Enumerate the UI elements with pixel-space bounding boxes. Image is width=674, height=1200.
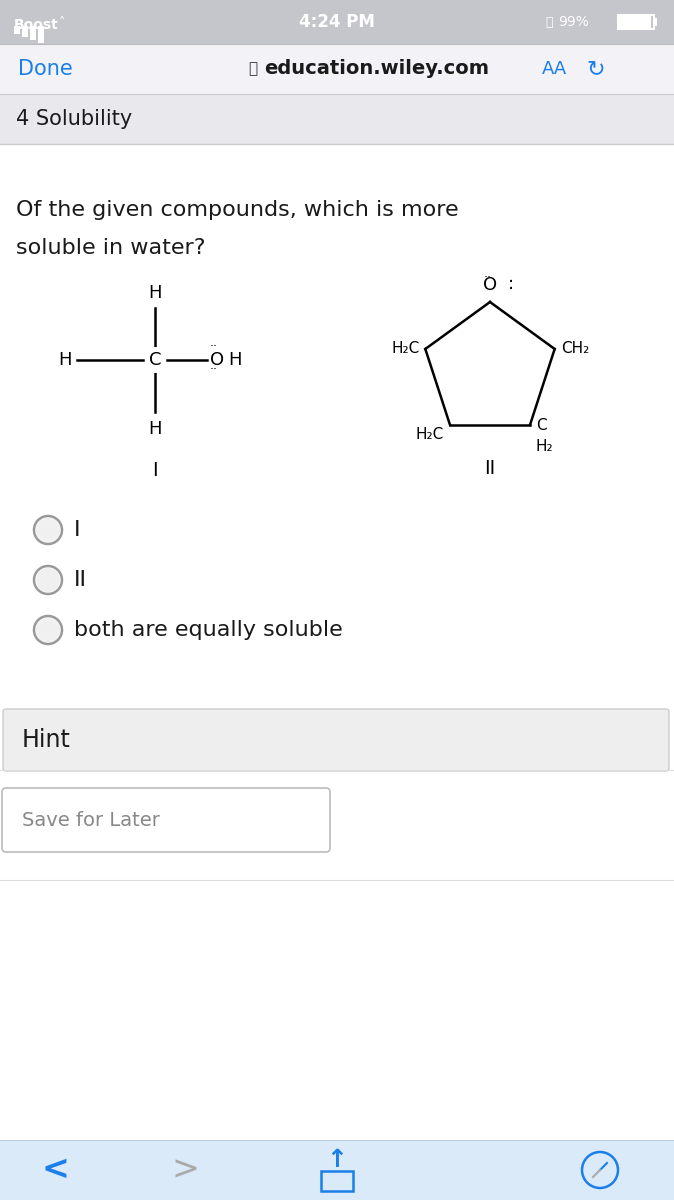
Text: O: O <box>483 276 497 294</box>
Text: I: I <box>74 520 80 540</box>
Text: Of the given compounds, which is more: Of the given compounds, which is more <box>16 200 458 220</box>
Circle shape <box>36 568 60 592</box>
Text: >: > <box>171 1153 199 1187</box>
Bar <box>0 144 674 894</box>
Text: ..: .. <box>484 266 492 280</box>
Bar <box>619 16 652 28</box>
FancyBboxPatch shape <box>2 788 330 852</box>
Text: H: H <box>148 420 162 438</box>
Bar <box>619 16 652 28</box>
Text: H₂C: H₂C <box>391 342 419 356</box>
Bar <box>30 26 36 40</box>
Text: soluble in water?: soluble in water? <box>16 238 206 258</box>
Text: ⏰: ⏰ <box>545 16 553 29</box>
Text: H₂C: H₂C <box>416 427 444 442</box>
Text: H: H <box>58 350 71 370</box>
FancyBboxPatch shape <box>3 709 669 770</box>
Text: I: I <box>152 461 158 480</box>
Bar <box>0 94 674 144</box>
Text: ↑: ↑ <box>326 1148 348 1172</box>
Text: ˄: ˄ <box>59 16 65 29</box>
Text: ↻: ↻ <box>586 59 605 79</box>
Text: Done: Done <box>18 59 73 79</box>
Text: H₂: H₂ <box>536 439 553 454</box>
Text: II: II <box>74 570 87 590</box>
Text: O: O <box>210 350 224 370</box>
Text: 99%: 99% <box>558 14 589 29</box>
Bar <box>619 16 651 28</box>
Text: II: II <box>485 458 495 478</box>
Bar <box>0 44 674 94</box>
Text: CH₂: CH₂ <box>561 342 589 356</box>
Text: 4 Solubility: 4 Solubility <box>16 109 132 128</box>
Text: ··: ·· <box>210 341 218 354</box>
Text: Save for Later: Save for Later <box>22 810 160 829</box>
Text: :: : <box>508 275 514 293</box>
Circle shape <box>36 618 60 642</box>
Bar <box>0 1140 674 1200</box>
Bar <box>22 26 28 37</box>
Text: AA: AA <box>542 60 568 78</box>
Text: Hint: Hint <box>22 728 71 752</box>
Text: ··: ·· <box>210 364 218 377</box>
Text: 4:24 PM: 4:24 PM <box>299 13 375 31</box>
Text: H: H <box>148 284 162 302</box>
Bar <box>654 18 657 26</box>
Bar <box>618 14 654 29</box>
Text: <: < <box>41 1153 69 1187</box>
Circle shape <box>34 516 62 544</box>
Circle shape <box>36 518 60 542</box>
Text: H: H <box>228 350 241 370</box>
Circle shape <box>34 566 62 594</box>
Text: Boost: Boost <box>14 18 59 32</box>
Bar <box>14 26 20 34</box>
Text: C: C <box>536 418 547 432</box>
Text: 🔒: 🔒 <box>248 61 257 77</box>
Circle shape <box>34 616 62 644</box>
Bar <box>0 0 674 44</box>
Text: education.wiley.com: education.wiley.com <box>264 60 489 78</box>
Text: C: C <box>149 350 161 370</box>
Bar <box>38 26 44 43</box>
Text: both are equally soluble: both are equally soluble <box>74 620 343 640</box>
